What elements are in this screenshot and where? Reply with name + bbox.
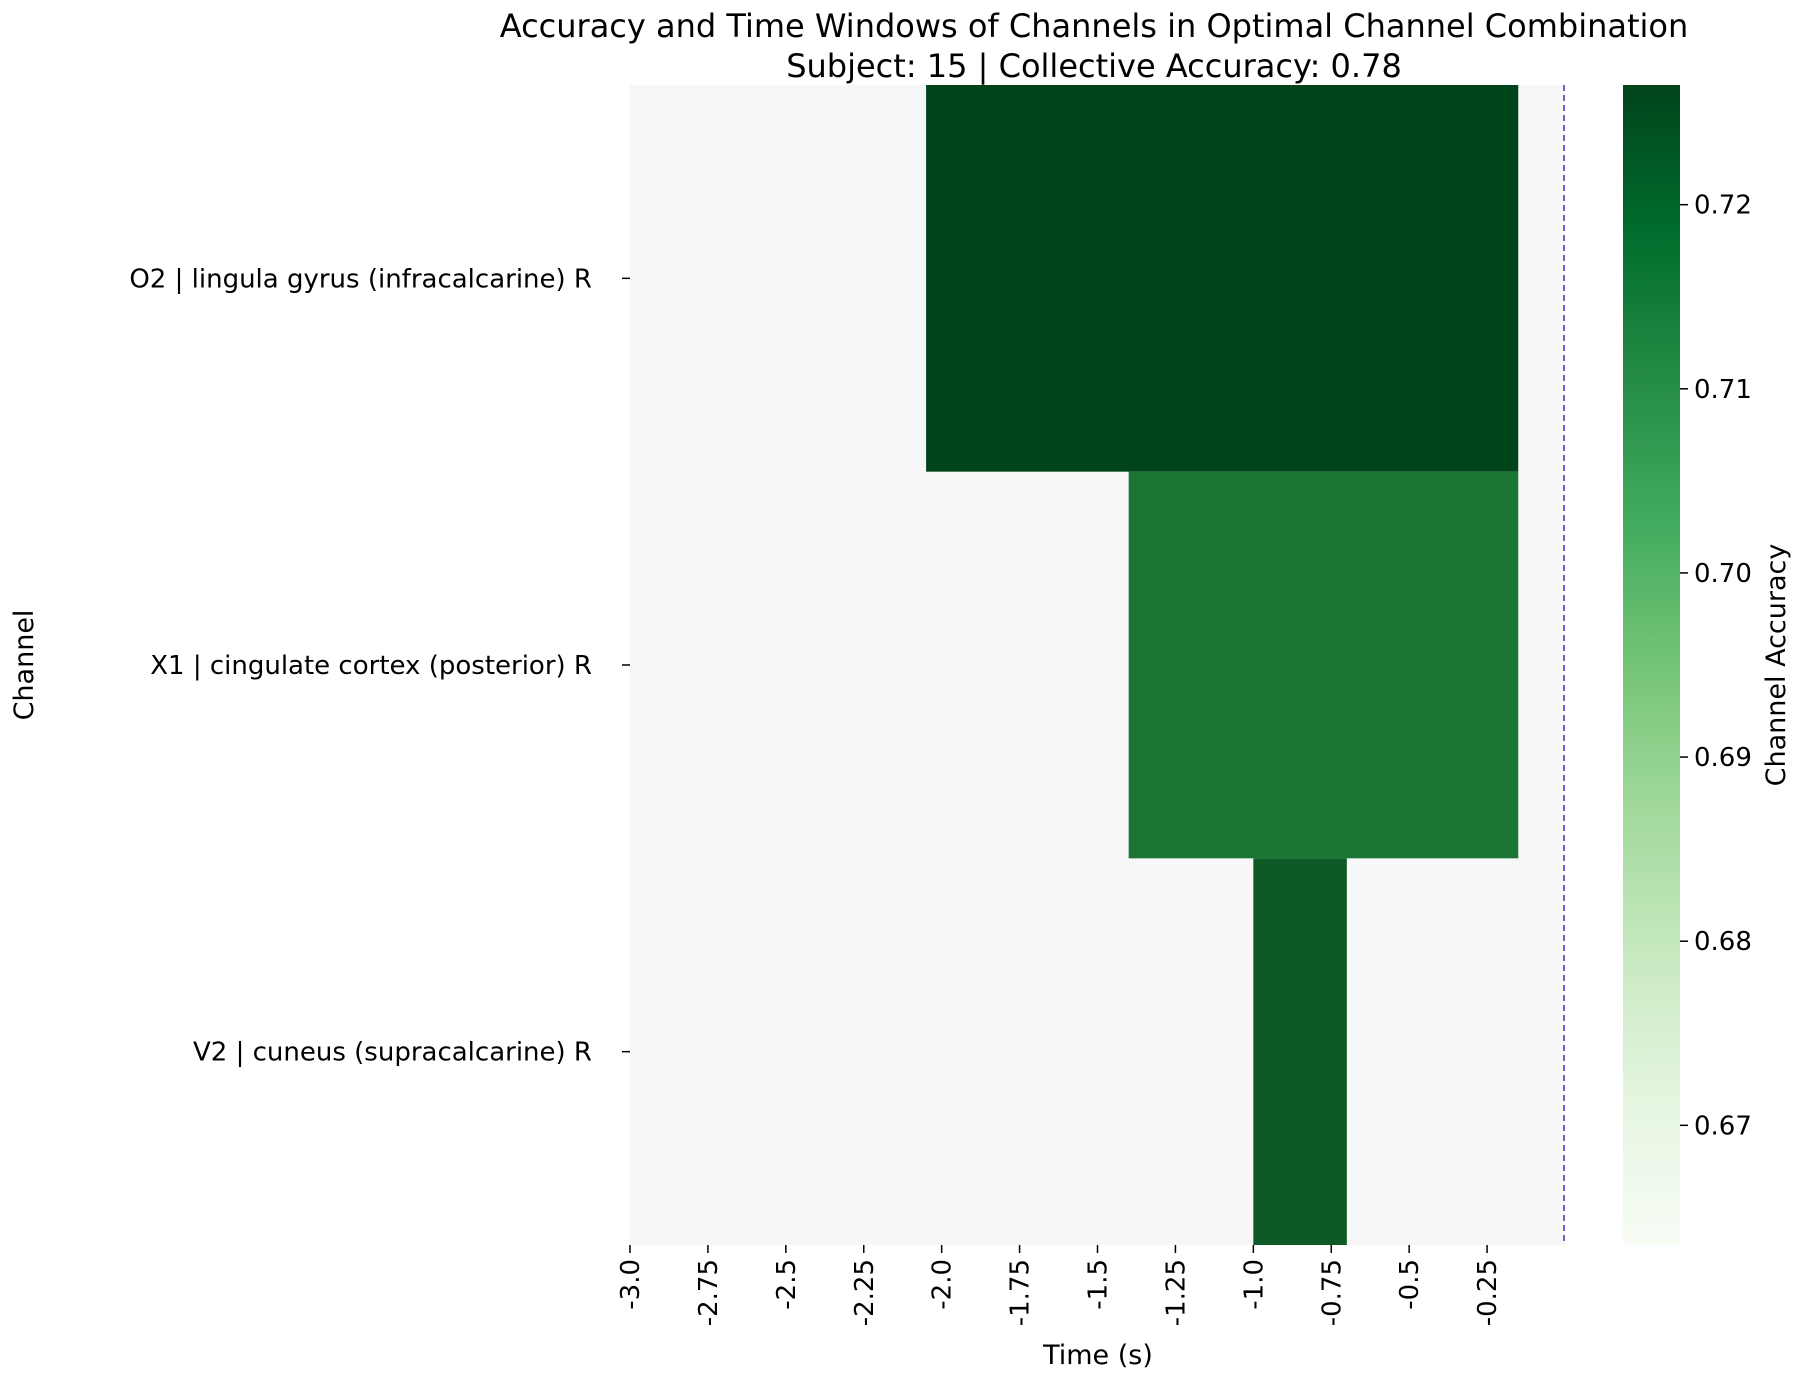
chart-title: Accuracy and Time Windows of Channels in… — [500, 7, 1689, 45]
colorbar-tick-label: 0.70 — [1694, 559, 1752, 589]
heatmap-cell — [926, 85, 1519, 472]
x-tick-label: -2.25 — [850, 1259, 880, 1326]
heatmap-cells — [926, 85, 1519, 1245]
x-tick-label: -1.0 — [1239, 1259, 1269, 1310]
y-axis-label: Channel — [9, 610, 40, 721]
x-tick-label: -0.25 — [1473, 1259, 1503, 1326]
x-tick-label: -0.75 — [1317, 1259, 1347, 1326]
colorbar-label: Channel Accuracy — [1761, 544, 1792, 787]
heatmap-cell — [1128, 471, 1519, 859]
x-tick-label: -2.0 — [928, 1259, 958, 1310]
y-axis: O2 | lingula gyrus (infracalcarine) R X1 … — [129, 264, 630, 1068]
y-tick-label: X1 | cingulate cortex (posterior) R — [150, 651, 592, 681]
heatmap-cell — [1253, 858, 1347, 1245]
colorbar-tick-label: 0.68 — [1694, 927, 1752, 957]
x-axis: -3.0 -2.75 -2.5 -2.25 -2.0 -1.75 -1.5 -1.25 -1.0… — [616, 1245, 1503, 1326]
colorbar-tick-label: 0.71 — [1694, 375, 1752, 405]
x-tick-label: -3.0 — [616, 1259, 646, 1310]
colorbar-ticks: 0.67 0.68 0.69 0.70 0.71 0.72 — [1680, 191, 1752, 1141]
x-tick-label: -2.5 — [772, 1259, 802, 1310]
colorbar-tick-label: 0.69 — [1694, 743, 1752, 773]
y-tick-label: O2 | lingula gyrus (infracalcarine) R — [129, 264, 592, 294]
y-tick-label: V2 | cuneus (supracalcarine) R — [193, 1038, 592, 1068]
colorbar — [1623, 85, 1680, 1245]
x-tick-label: -0.5 — [1395, 1259, 1425, 1310]
x-axis-label: Time (s) — [1042, 1340, 1153, 1371]
x-tick-label: -2.75 — [694, 1259, 724, 1326]
x-tick-label: -1.5 — [1084, 1259, 1114, 1310]
colorbar-tick-label: 0.72 — [1694, 191, 1752, 221]
chart-subtitle: Subject: 15 | Collective Accuracy: 0.78 — [786, 47, 1402, 85]
colorbar-tick-label: 0.67 — [1694, 1111, 1752, 1141]
x-tick-label: -1.25 — [1161, 1259, 1191, 1326]
x-tick-label: -1.75 — [1006, 1259, 1036, 1326]
